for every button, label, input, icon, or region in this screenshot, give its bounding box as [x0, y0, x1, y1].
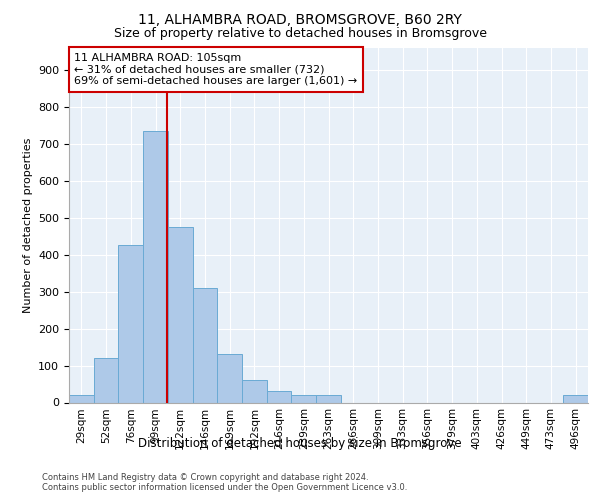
Bar — [69, 395, 94, 402]
Bar — [242, 380, 267, 402]
Bar — [316, 395, 341, 402]
Text: Size of property relative to detached houses in Bromsgrove: Size of property relative to detached ho… — [113, 28, 487, 40]
Text: 11 ALHAMBRA ROAD: 105sqm
← 31% of detached houses are smaller (732)
69% of semi-: 11 ALHAMBRA ROAD: 105sqm ← 31% of detach… — [74, 53, 358, 86]
Y-axis label: Number of detached properties: Number of detached properties — [23, 138, 32, 312]
Text: 11, ALHAMBRA ROAD, BROMSGROVE, B60 2RY: 11, ALHAMBRA ROAD, BROMSGROVE, B60 2RY — [138, 12, 462, 26]
Bar — [193, 288, 217, 403]
Bar — [168, 227, 193, 402]
Text: Distribution of detached houses by size in Bromsgrove: Distribution of detached houses by size … — [138, 438, 462, 450]
Text: Contains public sector information licensed under the Open Government Licence v3: Contains public sector information licen… — [42, 484, 407, 492]
Bar — [118, 246, 143, 402]
Bar — [292, 395, 316, 402]
Bar — [267, 392, 292, 402]
Bar — [94, 358, 118, 403]
Bar — [143, 130, 168, 402]
Text: Contains HM Land Registry data © Crown copyright and database right 2024.: Contains HM Land Registry data © Crown c… — [42, 472, 368, 482]
Bar — [217, 354, 242, 403]
Bar — [563, 395, 588, 402]
